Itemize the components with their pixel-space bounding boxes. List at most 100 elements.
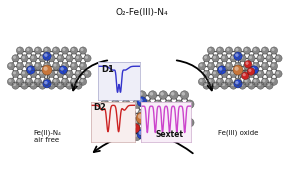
Circle shape xyxy=(50,57,52,58)
Circle shape xyxy=(246,65,247,66)
Circle shape xyxy=(248,82,255,89)
Circle shape xyxy=(245,64,247,67)
Circle shape xyxy=(77,84,79,86)
Circle shape xyxy=(42,65,52,75)
Circle shape xyxy=(235,67,239,70)
Circle shape xyxy=(58,83,61,86)
Circle shape xyxy=(245,48,247,51)
Circle shape xyxy=(218,80,220,82)
Circle shape xyxy=(246,80,247,82)
Circle shape xyxy=(235,67,239,71)
Circle shape xyxy=(107,129,111,132)
Circle shape xyxy=(254,64,256,67)
Circle shape xyxy=(139,111,142,114)
Circle shape xyxy=(219,65,220,66)
Circle shape xyxy=(86,72,88,74)
Circle shape xyxy=(276,71,279,74)
Circle shape xyxy=(182,129,185,132)
Circle shape xyxy=(205,56,207,59)
Circle shape xyxy=(230,82,237,89)
Circle shape xyxy=(241,72,243,74)
Circle shape xyxy=(41,57,43,58)
Circle shape xyxy=(107,111,111,114)
Circle shape xyxy=(155,133,158,137)
Circle shape xyxy=(175,118,184,127)
Circle shape xyxy=(27,64,29,67)
Circle shape xyxy=(176,133,180,137)
Circle shape xyxy=(9,80,11,82)
Circle shape xyxy=(234,52,242,60)
Circle shape xyxy=(135,135,137,137)
Circle shape xyxy=(272,80,274,82)
Circle shape xyxy=(103,102,105,105)
Circle shape xyxy=(25,78,32,85)
Circle shape xyxy=(144,124,154,133)
Circle shape xyxy=(54,49,56,51)
Circle shape xyxy=(40,71,43,74)
Circle shape xyxy=(31,56,34,59)
Circle shape xyxy=(254,80,256,82)
Circle shape xyxy=(249,56,252,59)
Circle shape xyxy=(80,47,87,54)
Circle shape xyxy=(103,134,105,137)
Circle shape xyxy=(7,63,15,70)
Circle shape xyxy=(212,82,219,89)
Circle shape xyxy=(182,111,185,114)
Circle shape xyxy=(159,128,168,136)
Circle shape xyxy=(130,93,132,95)
Circle shape xyxy=(36,49,38,51)
Circle shape xyxy=(172,129,174,132)
Circle shape xyxy=(32,72,34,74)
Circle shape xyxy=(127,109,136,118)
Circle shape xyxy=(45,80,47,82)
Circle shape xyxy=(249,69,251,72)
Circle shape xyxy=(22,56,25,59)
Circle shape xyxy=(127,91,136,99)
Circle shape xyxy=(221,55,228,62)
Circle shape xyxy=(18,48,21,51)
Circle shape xyxy=(34,63,42,70)
Circle shape xyxy=(170,109,178,118)
Circle shape xyxy=(254,79,256,82)
Circle shape xyxy=(59,66,67,74)
Circle shape xyxy=(58,84,61,86)
Circle shape xyxy=(103,102,105,104)
Circle shape xyxy=(81,80,83,82)
Circle shape xyxy=(119,93,121,95)
Circle shape xyxy=(240,71,243,74)
Circle shape xyxy=(227,49,229,51)
Circle shape xyxy=(268,56,270,59)
Circle shape xyxy=(160,129,164,132)
Circle shape xyxy=(182,129,185,132)
Circle shape xyxy=(187,120,190,123)
Circle shape xyxy=(255,80,256,82)
Circle shape xyxy=(268,72,270,74)
Circle shape xyxy=(264,80,265,82)
Circle shape xyxy=(52,78,60,85)
Circle shape xyxy=(12,70,19,77)
Circle shape xyxy=(98,130,100,132)
Circle shape xyxy=(82,65,83,66)
Circle shape xyxy=(241,56,243,59)
Circle shape xyxy=(198,63,205,70)
Circle shape xyxy=(30,70,37,77)
Circle shape xyxy=(18,80,20,82)
Circle shape xyxy=(140,100,142,102)
Circle shape xyxy=(45,49,47,51)
Circle shape xyxy=(135,102,137,104)
Circle shape xyxy=(223,56,225,59)
Circle shape xyxy=(113,102,116,105)
Circle shape xyxy=(227,48,229,51)
Circle shape xyxy=(272,49,274,51)
Circle shape xyxy=(22,83,25,86)
Circle shape xyxy=(40,84,43,86)
Circle shape xyxy=(272,80,274,82)
Circle shape xyxy=(77,84,79,86)
Circle shape xyxy=(62,68,63,70)
Circle shape xyxy=(108,129,111,132)
Circle shape xyxy=(102,120,105,123)
Circle shape xyxy=(86,56,88,59)
Circle shape xyxy=(236,82,238,84)
Circle shape xyxy=(209,49,211,51)
Circle shape xyxy=(150,129,153,132)
